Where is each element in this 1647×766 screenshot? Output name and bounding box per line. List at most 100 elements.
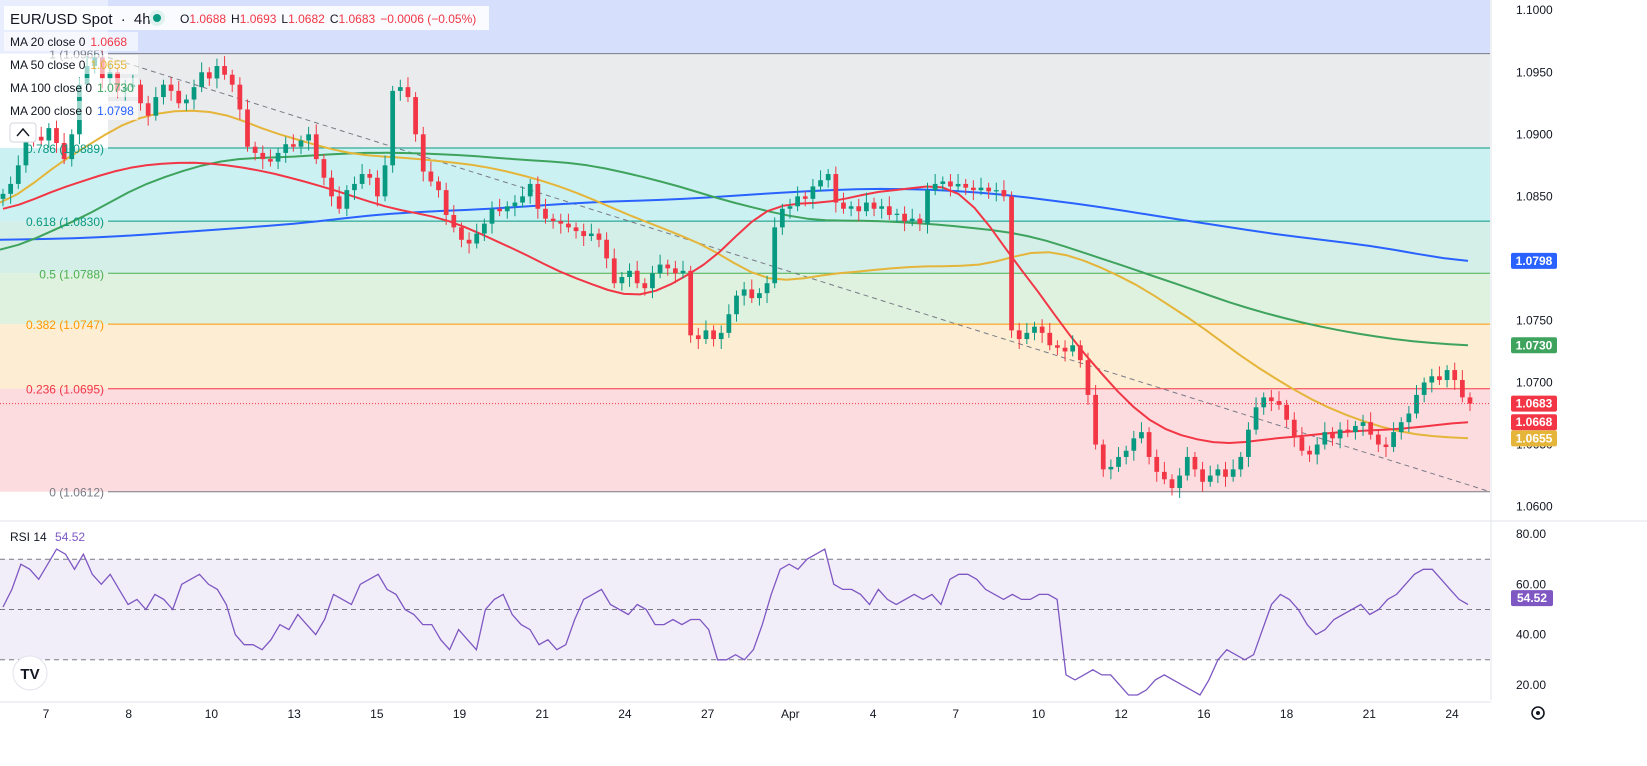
candle-body — [680, 270, 686, 274]
rsi-pane — [0, 520, 1647, 696]
candle-body — [84, 66, 90, 85]
candle-body — [909, 218, 915, 222]
time-tick-label: 19 — [453, 707, 467, 721]
candle-body — [313, 134, 319, 160]
price-axis: 1.10001.09501.09001.08501.08001.07501.07… — [1490, 0, 1647, 766]
candle-body — [940, 181, 946, 184]
candle-body — [1116, 456, 1121, 467]
candle-body — [573, 227, 579, 232]
fib-band-0.236 — [0, 388, 1490, 492]
collapse-legend-button[interactable] — [9, 122, 37, 143]
candle-body — [1039, 326, 1045, 333]
candle-body — [184, 99, 189, 104]
candle-body — [359, 174, 365, 184]
candle-body — [1398, 422, 1404, 433]
candle-body — [894, 213, 900, 215]
candle-body — [711, 330, 716, 340]
candle-body — [459, 227, 464, 240]
candle-body — [1307, 450, 1312, 455]
candle-body — [1383, 444, 1389, 448]
candle-body — [1177, 475, 1183, 488]
candle-body — [237, 84, 243, 110]
candle-body — [1047, 332, 1053, 346]
rsi-tick-label: 20.00 — [1516, 678, 1546, 692]
candle-body — [436, 181, 441, 191]
candle-body — [856, 206, 862, 212]
candle-body — [810, 186, 816, 199]
time-tick-label: 4 — [870, 707, 877, 721]
candlesticks — [0, 49, 1473, 498]
candle-body — [1223, 469, 1228, 477]
candle-body — [1345, 429, 1351, 433]
candle-body — [1268, 397, 1274, 402]
candle-body — [657, 264, 663, 274]
time-tick-label: 15 — [370, 707, 384, 721]
candle-body — [1100, 444, 1106, 470]
candle-body — [1337, 429, 1343, 439]
ma-legend-background — [4, 32, 138, 51]
rsi-legend[interactable]: RSI 14 54.52 — [10, 530, 85, 544]
candle-body — [848, 206, 854, 209]
fib-band-1 — [108, 53, 1490, 148]
candle-body — [604, 239, 609, 259]
candle-body — [1459, 380, 1465, 398]
candle-body — [871, 202, 877, 209]
tradingview-logo[interactable]: TV — [12, 655, 48, 691]
candle-body — [978, 187, 984, 191]
fib-label-0.382: 0.382 (1.0747) — [26, 318, 104, 332]
candle-body — [245, 109, 250, 147]
candle-body — [688, 270, 694, 336]
candle-body — [627, 270, 632, 278]
candle-body — [260, 152, 266, 160]
time-tick-label: 13 — [287, 707, 301, 721]
time-tick-label: 8 — [125, 707, 132, 721]
candle-body — [15, 165, 21, 184]
candle-body — [993, 190, 999, 192]
candle-body — [588, 233, 594, 237]
price-tick-label: 1.0850 — [1516, 189, 1553, 203]
candle-body — [558, 221, 564, 224]
candle-body — [1085, 360, 1091, 395]
candle-body — [1246, 429, 1251, 457]
candle-body — [306, 134, 311, 141]
candle-body — [61, 142, 67, 160]
price-badges: 1.0798 1.0730 1.0683 1.0668 1.0655 — [1511, 252, 1557, 447]
candle-body — [970, 187, 976, 191]
ma200-badge-label: 1.0798 — [1516, 254, 1553, 268]
candle-body — [764, 283, 770, 294]
ma-legend-item[interactable]: MA 20 close 0 1.0668 — [10, 35, 127, 49]
candle-body — [673, 268, 678, 274]
moving-average-lines — [0, 109, 1469, 444]
fib-label-0.236: 0.236 (1.0695) — [26, 383, 104, 397]
candle-body — [382, 165, 388, 197]
candle-body — [718, 332, 724, 340]
settings-gear-icon[interactable] — [1531, 706, 1545, 720]
candle-body — [543, 208, 548, 219]
candle-body — [948, 181, 953, 187]
fib-band-0.786 — [0, 147, 1490, 222]
candle-body — [1360, 422, 1366, 426]
candle-body — [1154, 456, 1160, 472]
candle-body — [69, 134, 75, 160]
candle-body — [802, 196, 808, 199]
ohlc-readout: O1.0688 H1.0693 L1.0682 C1.0683 −0.0006 (−0.… — [180, 12, 476, 26]
candle-body — [1467, 397, 1473, 404]
candle-body — [841, 202, 846, 209]
candle-body — [1437, 376, 1442, 381]
candle-body — [512, 202, 518, 207]
candle-body — [917, 218, 923, 224]
candle-body — [1131, 438, 1137, 451]
candle-body — [451, 214, 457, 228]
rsi-line — [2, 548, 1469, 696]
candle-body — [1139, 432, 1144, 439]
candle-body — [1421, 382, 1427, 395]
candle-body — [497, 208, 503, 212]
symbol-title[interactable]: EUR/USD Spot · 4h — [10, 11, 151, 28]
ma-legend-item[interactable]: MA 50 close 0 1.0655 — [10, 58, 127, 72]
ma200-badge — [1511, 252, 1557, 269]
ma-legend-item[interactable]: MA 100 close 0 1.0730 — [10, 81, 134, 95]
candle-body — [703, 330, 709, 340]
ma-legend-item[interactable]: MA 200 close 0 1.0798 — [10, 104, 134, 118]
candle-body — [787, 206, 793, 209]
